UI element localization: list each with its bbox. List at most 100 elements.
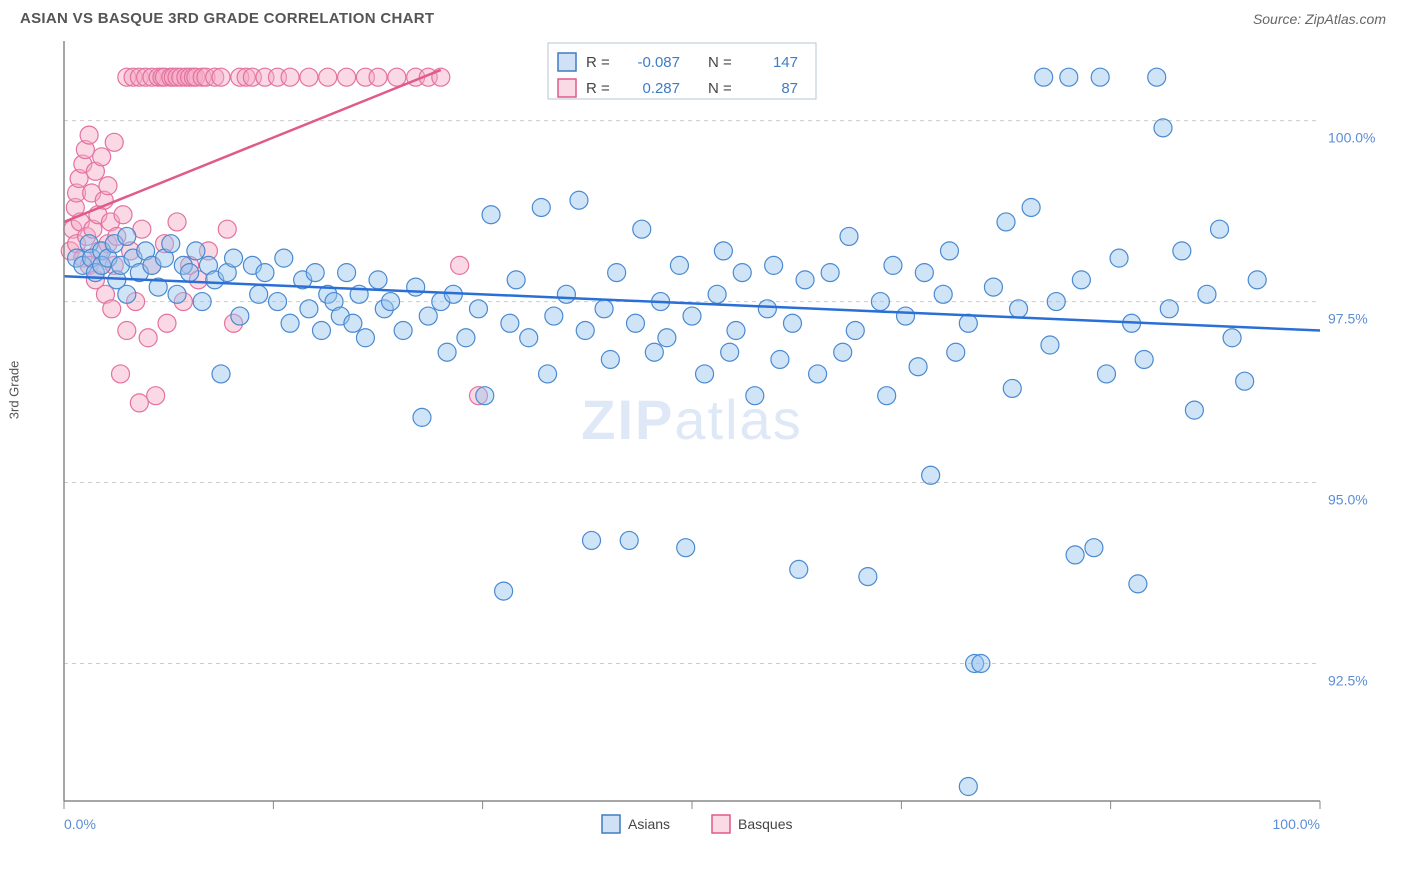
asians-point xyxy=(394,322,412,340)
asians-point xyxy=(859,568,877,586)
asians-point xyxy=(539,365,557,383)
legend-swatch xyxy=(558,53,576,71)
chart-container: 3rd Grade 92.5%95.0%97.5%100.0%ZIPatlas0… xyxy=(20,31,1386,851)
basques-point xyxy=(451,256,469,274)
basques-point xyxy=(388,68,406,86)
x-tick-label: 100.0% xyxy=(1273,816,1320,832)
asians-point xyxy=(783,314,801,332)
asians-point xyxy=(1085,539,1103,557)
asians-point xyxy=(344,314,362,332)
asians-point xyxy=(1035,68,1053,86)
asians-point xyxy=(306,264,324,282)
asians-point xyxy=(1198,285,1216,303)
asians-point xyxy=(746,387,764,405)
asians-point xyxy=(796,271,814,289)
asians-point xyxy=(959,778,977,796)
basques-point xyxy=(114,206,132,224)
legend-n-label: N = xyxy=(708,54,732,71)
asians-point xyxy=(765,256,783,274)
asians-point xyxy=(231,307,249,325)
asians-point xyxy=(1129,575,1147,593)
asians-point xyxy=(1003,379,1021,397)
y-tick-label: 100.0% xyxy=(1328,130,1375,146)
asians-point xyxy=(476,387,494,405)
asians-point xyxy=(1091,68,1109,86)
source-label: Source: ZipAtlas.com xyxy=(1253,11,1386,27)
legend-r-label: R = xyxy=(586,54,610,71)
basques-point xyxy=(112,365,130,383)
asians-point xyxy=(683,307,701,325)
asians-point xyxy=(507,271,525,289)
asians-point xyxy=(733,264,751,282)
legend-series-label: Asians xyxy=(628,816,670,832)
asians-point xyxy=(545,307,563,325)
y-tick-label: 92.5% xyxy=(1328,672,1368,688)
asians-point xyxy=(300,300,318,318)
asians-point xyxy=(532,198,550,216)
basques-point xyxy=(103,300,121,318)
asians-point xyxy=(501,314,519,332)
asians-point xyxy=(1041,336,1059,354)
asians-point xyxy=(771,350,789,368)
asians-point xyxy=(557,285,575,303)
asians-point xyxy=(181,264,199,282)
y-tick-label: 97.5% xyxy=(1328,311,1368,327)
asians-point xyxy=(281,314,299,332)
asians-point xyxy=(721,343,739,361)
x-tick-label: 0.0% xyxy=(64,816,96,832)
asians-point xyxy=(1185,401,1203,419)
basques-point xyxy=(338,68,356,86)
asians-point xyxy=(840,227,858,245)
asians-point xyxy=(576,322,594,340)
asians-point xyxy=(382,293,400,311)
asians-point xyxy=(871,293,889,311)
asians-point xyxy=(834,343,852,361)
asians-point xyxy=(1047,293,1065,311)
asians-point xyxy=(520,329,538,347)
asians-point xyxy=(1097,365,1115,383)
asians-point xyxy=(915,264,933,282)
basques-point xyxy=(93,148,111,166)
basques-point xyxy=(158,314,176,332)
asians-point xyxy=(1236,372,1254,390)
legend-n-value: 147 xyxy=(773,54,798,71)
asians-point xyxy=(1010,300,1028,318)
asians-point xyxy=(1072,271,1090,289)
chart-title: ASIAN VS BASQUE 3RD GRADE CORRELATION CH… xyxy=(20,10,434,27)
asians-point xyxy=(583,531,601,549)
basques-point xyxy=(99,177,117,195)
asians-point xyxy=(972,654,990,672)
asians-point xyxy=(984,278,1002,296)
asians-point xyxy=(225,249,243,267)
asians-point xyxy=(821,264,839,282)
asians-point xyxy=(118,227,136,245)
basques-point xyxy=(105,133,123,151)
asians-point xyxy=(696,365,714,383)
y-axis-label: 3rd Grade xyxy=(7,361,22,420)
asians-point xyxy=(922,466,940,484)
asians-point xyxy=(356,329,374,347)
basques-point xyxy=(139,329,157,347)
asians-point xyxy=(1110,249,1128,267)
asians-point xyxy=(407,278,425,296)
asians-point xyxy=(419,307,437,325)
asians-point xyxy=(1154,119,1172,137)
scatter-chart: 92.5%95.0%97.5%100.0%ZIPatlas0.0%100.0%R… xyxy=(20,31,1386,851)
asians-point xyxy=(714,242,732,260)
basques-point xyxy=(319,68,337,86)
y-tick-label: 95.0% xyxy=(1328,492,1368,508)
basques-point xyxy=(218,220,236,238)
asians-point xyxy=(809,365,827,383)
asians-point xyxy=(708,285,726,303)
asians-point xyxy=(413,408,431,426)
basques-point xyxy=(212,68,230,86)
asians-point xyxy=(1022,198,1040,216)
asians-point xyxy=(959,314,977,332)
asians-point xyxy=(633,220,651,238)
asians-point xyxy=(626,314,644,332)
asians-point xyxy=(670,256,688,274)
asians-point xyxy=(909,358,927,376)
asians-point xyxy=(1248,271,1266,289)
asians-point xyxy=(1148,68,1166,86)
asians-point xyxy=(601,350,619,368)
